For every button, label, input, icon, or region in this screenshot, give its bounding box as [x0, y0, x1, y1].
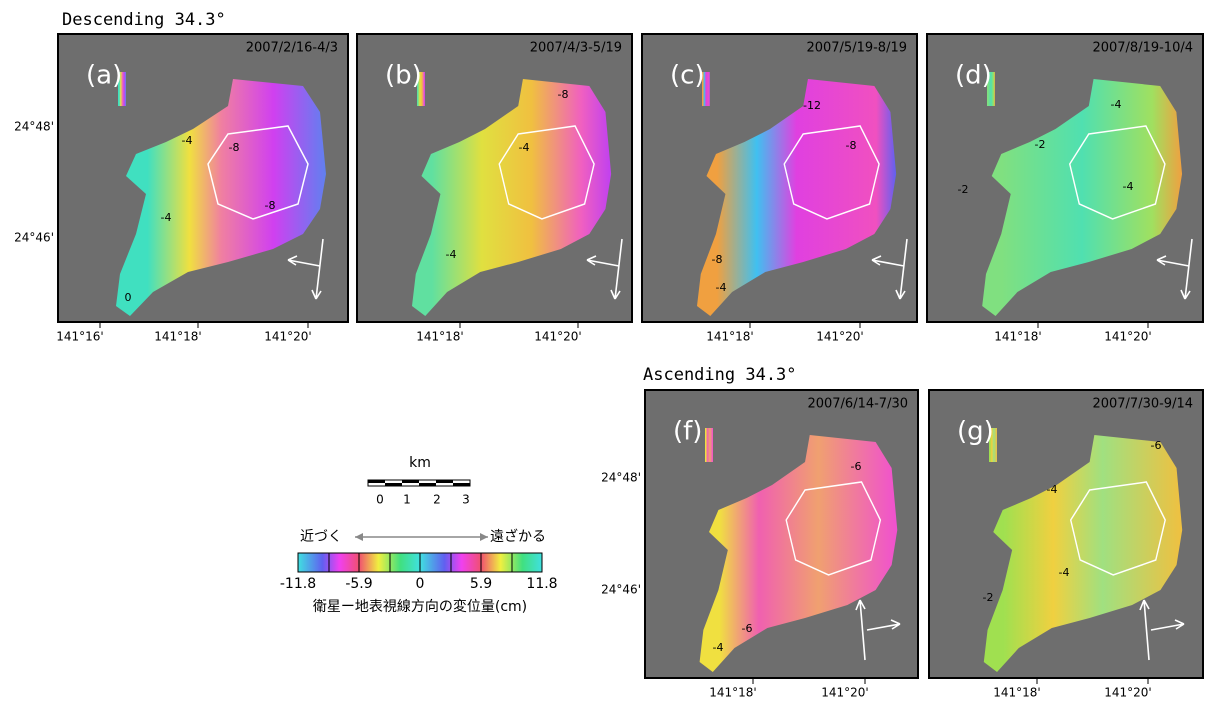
lon-label: 141°18': [154, 330, 201, 344]
contour-label: -6: [1151, 439, 1162, 452]
figure: Descending 34.3° Ascending 34.3° km 近づく …: [0, 0, 1208, 702]
scale-label: 2: [433, 493, 441, 507]
panel-period: 2007/4/3-5/19: [530, 41, 622, 56]
lon-label: 141°16': [56, 330, 103, 344]
map-panel: (a) 2007/2/16-4/3 -4 -8 -4 -8 0: [58, 34, 348, 328]
panel-period: 2007/8/19-10/4: [1092, 41, 1193, 56]
lon-label: 141°20': [1104, 686, 1151, 700]
contour-label: -4: [161, 211, 172, 224]
contour-label: -4: [713, 641, 724, 654]
lon-label: 141°18': [706, 330, 753, 344]
scale-label: 3: [462, 493, 470, 507]
panel-label: (b): [385, 61, 422, 91]
lon-label: 141°18': [416, 330, 463, 344]
scale-seg: [436, 480, 453, 483]
lat-label: 24°46': [601, 583, 641, 597]
lat-label: 24°48': [601, 471, 641, 485]
map-panel: (g) 2007/7/30-9/14 -6 -4 -4 -2: [929, 390, 1203, 684]
panel-period: 2007/2/16-4/3: [246, 41, 338, 56]
lon-label: 141°18': [993, 686, 1040, 700]
contour-label: 0: [125, 291, 132, 304]
panel-period: 2007/7/30-9/14: [1092, 397, 1193, 412]
scale-seg: [453, 483, 470, 486]
legend-tick-label: -5.9: [345, 576, 372, 592]
panel-label: (g): [957, 417, 994, 447]
scale-bar: km: [368, 455, 470, 486]
lat-label: 24°46': [14, 231, 54, 245]
panel-label: (a): [86, 61, 122, 91]
contour-label: -2: [1035, 138, 1046, 151]
contour-label: -12: [803, 99, 821, 112]
panel-period: 2007/6/14-7/30: [807, 397, 908, 412]
scale-label: 1: [403, 493, 411, 507]
lon-label: 141°18': [994, 330, 1041, 344]
islet: [705, 428, 713, 462]
contour-label: -4: [1123, 180, 1134, 193]
contour-label: -2: [983, 591, 994, 604]
lon-label: 141°20': [821, 686, 868, 700]
contour-label: -8: [229, 141, 240, 154]
scale-seg: [419, 483, 436, 486]
panel-label: (c): [670, 61, 705, 91]
contour-label: -8: [712, 253, 723, 266]
descending-title: Descending 34.3°: [62, 10, 226, 30]
contour-label: -8: [265, 199, 276, 212]
lon-label: 141°20': [264, 330, 311, 344]
ascending-title: Ascending 34.3°: [643, 365, 797, 385]
legend-recede: 遠ざかる: [490, 528, 546, 545]
contour-label: -4: [1059, 566, 1070, 579]
lon-label: 141°20': [534, 330, 581, 344]
color-legend: 近づく 遠ざかる 衛星ー地表視線方向の変位量(cm): [298, 528, 546, 615]
map-panel: (f) 2007/6/14-7/30 -6 -6 -4: [645, 390, 918, 684]
panel-label: (f): [673, 417, 702, 447]
scale-seg: [402, 480, 419, 483]
scale-label: 0: [376, 493, 384, 507]
contour-label: -4: [1047, 483, 1058, 496]
panel-label: (d): [955, 61, 992, 91]
lon-label: 141°18': [709, 686, 756, 700]
map-panel: (d) 2007/8/19-10/4 -4 -2 -2 -4: [927, 34, 1203, 328]
contour-label: -8: [846, 139, 857, 152]
contour-label: -4: [716, 281, 727, 294]
legend-tick-label: 0: [416, 576, 425, 592]
legend-tick-label: 5.9: [470, 576, 492, 592]
panel-period: 2007/5/19-8/19: [806, 41, 907, 56]
contour-label: -4: [182, 134, 193, 147]
legend-approach: 近づく: [300, 529, 342, 545]
legend-tick-label: 11.8: [526, 576, 557, 592]
contour-label: -2: [958, 183, 969, 196]
map-panel: (c) 2007/5/19-8/19 -12 -8 -8 -4: [642, 34, 917, 328]
legend-caption: 衛星ー地表視線方向の変位量(cm): [313, 598, 527, 615]
map-panel: (b) 2007/4/3-5/19 -8 -4 -4: [357, 34, 632, 328]
lon-label: 141°20': [816, 330, 863, 344]
contour-label: -6: [742, 622, 753, 635]
contour-label: -6: [851, 460, 862, 473]
contour-label: -4: [519, 141, 530, 154]
contour-label: -4: [446, 248, 457, 261]
legend-tick-label: -11.8: [280, 576, 316, 592]
lon-label: 141°20': [1104, 330, 1151, 344]
scale-unit: km: [409, 455, 431, 471]
contour-label: -8: [558, 88, 569, 101]
contour-label: -4: [1111, 98, 1122, 111]
lat-label: 24°48': [14, 120, 54, 134]
scale-seg: [368, 480, 385, 483]
scale-seg: [385, 483, 402, 486]
